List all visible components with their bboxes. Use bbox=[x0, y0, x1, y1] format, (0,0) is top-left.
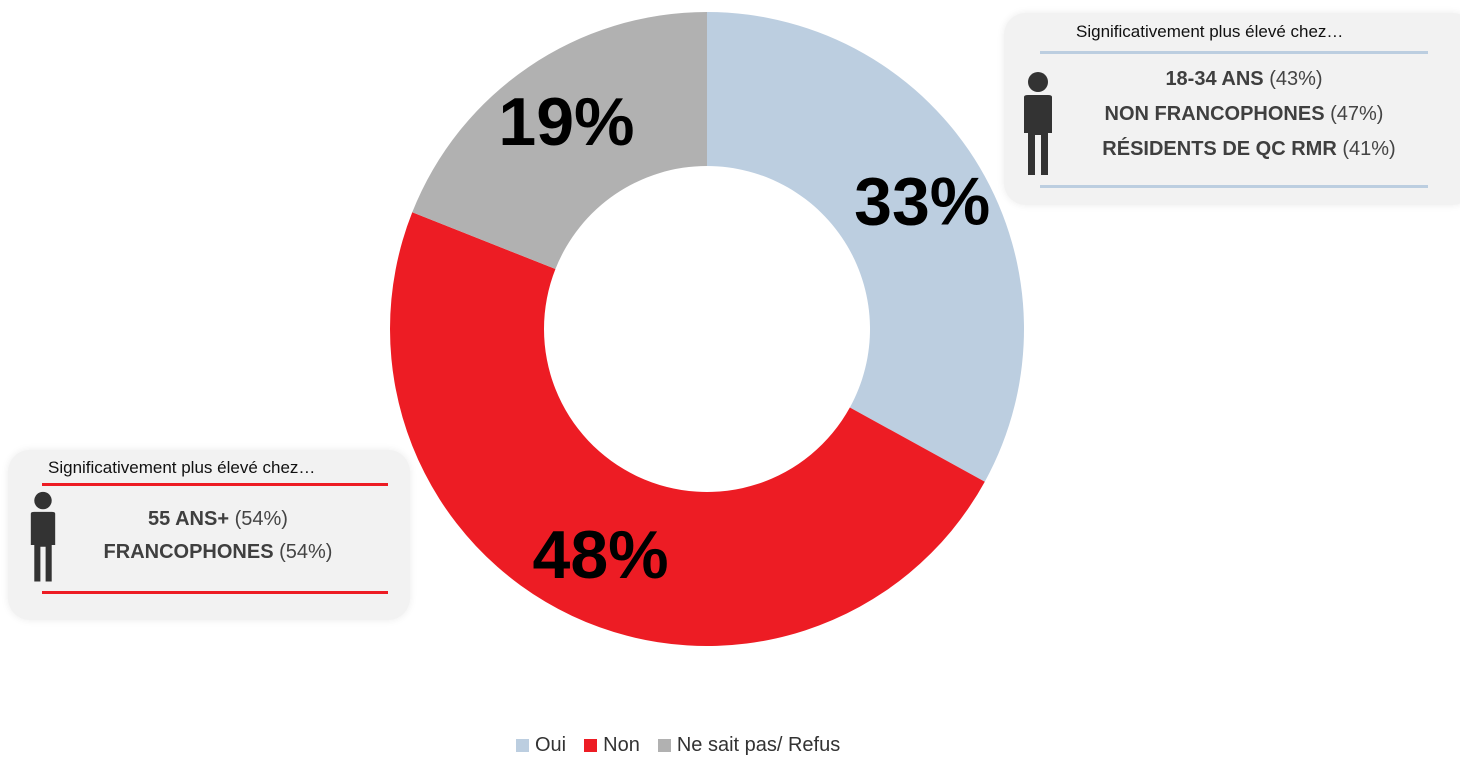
callout-non-heading: Significativement plus élevé chez… bbox=[48, 458, 316, 477]
slice-oui bbox=[707, 12, 1025, 482]
callout-oui-item-2-value: (41%) bbox=[1342, 138, 1396, 160]
legend-item-oui: Oui bbox=[516, 734, 566, 757]
callout-non-item-1-label: FRANCOPHONES bbox=[103, 541, 274, 563]
callout-non-bottom-line bbox=[42, 591, 388, 594]
slice-label-nsp: 19% bbox=[498, 84, 634, 160]
callout-oui-item-0: 18-34 ANS (43%) bbox=[1064, 68, 1424, 91]
callout-non-item-0-label: 55 ANS+ bbox=[148, 508, 230, 530]
callout-oui-item-1-value: (47%) bbox=[1330, 103, 1384, 125]
legend-label-oui: Oui bbox=[535, 733, 567, 756]
callout-non: Significativement plus élevé chez… 55 AN… bbox=[8, 450, 410, 620]
callout-non-item-1-value: (54%) bbox=[279, 541, 333, 563]
slice-label-non: 48% bbox=[533, 517, 669, 593]
callout-oui-item-1-label: NON FRANCOPHONES bbox=[1104, 103, 1325, 125]
callout-oui-top-line bbox=[1040, 51, 1428, 54]
callout-oui-item-2-label: RÉSIDENTS DE QC RMR bbox=[1102, 138, 1337, 160]
legend-item-nsp: Ne sait pas/ Refus bbox=[657, 733, 841, 757]
callout-non-item-0-value: (54%) bbox=[234, 508, 288, 530]
person-icon bbox=[1024, 72, 1052, 175]
legend-label-non: Non bbox=[603, 733, 640, 756]
slice-label-oui: 33% bbox=[854, 164, 990, 240]
slice-nsp bbox=[412, 12, 707, 269]
callout-oui-item-2: RÉSIDENTS DE QC RMR (41%) bbox=[1064, 138, 1434, 161]
person-icon bbox=[30, 491, 56, 582]
legend-label-nsp: Ne sait pas/ Refus bbox=[676, 733, 841, 756]
callout-oui-bottom-line bbox=[1040, 185, 1428, 188]
callout-oui: Significativement plus élevé chez… 18-34… bbox=[1004, 13, 1460, 205]
callout-oui-item-0-label: 18-34 ANS bbox=[1165, 68, 1264, 90]
legend-swatch-non bbox=[584, 738, 598, 752]
slice-non bbox=[389, 212, 985, 647]
chart-legend: Oui Non Ne sait pas/ Refus bbox=[516, 733, 840, 757]
callout-non-item-1: FRANCOPHONES (54%) bbox=[68, 541, 368, 564]
legend-swatch-oui bbox=[516, 738, 529, 752]
callout-oui-heading: Significativement plus élevé chez… bbox=[1076, 22, 1344, 41]
callout-oui-item-0-value: (43%) bbox=[1269, 68, 1323, 90]
callout-oui-item-1: NON FRANCOPHONES (47%) bbox=[1064, 103, 1424, 126]
legend-item-non: Non bbox=[584, 734, 640, 757]
callout-non-item-0: 55 ANS+ (54%) bbox=[68, 508, 368, 531]
callout-non-top-line bbox=[42, 483, 388, 486]
legend-swatch-nsp bbox=[657, 738, 671, 752]
